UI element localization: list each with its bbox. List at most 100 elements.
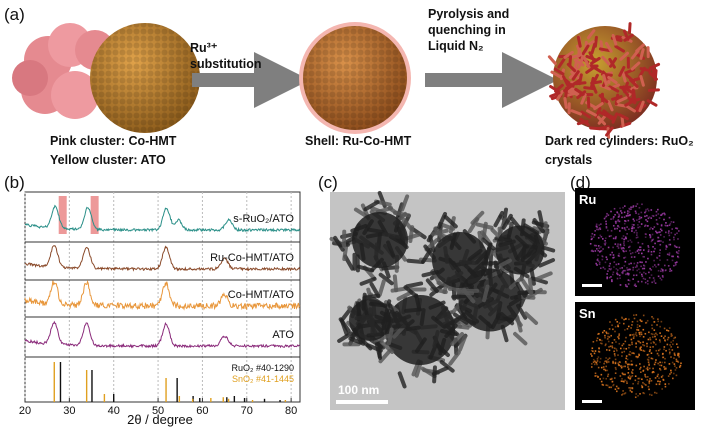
- eds-pixel: [656, 211, 658, 213]
- eds-pixel: [655, 377, 657, 379]
- eds-pixel: [630, 239, 632, 241]
- eds-pixel: [608, 361, 610, 363]
- eds-pixel: [635, 343, 637, 345]
- eds-pixel: [618, 388, 620, 390]
- eds-pixel: [673, 337, 675, 339]
- eds-pixel: [607, 270, 609, 272]
- tem-rod: [407, 283, 421, 286]
- arrow-text: Liquid N₂: [428, 39, 484, 53]
- eds-pixel: [615, 372, 617, 374]
- eds-pixel: [638, 381, 640, 383]
- eds-pixel: [602, 256, 604, 258]
- eds-pixel: [606, 276, 608, 278]
- eds-pixel: [635, 266, 637, 268]
- eds-pixel: [648, 246, 650, 248]
- eds-pixel: [630, 206, 632, 208]
- eds-pixel: [672, 256, 674, 258]
- eds-pixel: [661, 321, 663, 323]
- eds-pixel: [670, 370, 672, 372]
- eds-pixel: [639, 347, 641, 349]
- eds-pixel: [678, 253, 680, 255]
- eds-pixel: [637, 262, 639, 264]
- eds-pixel: [595, 250, 597, 252]
- eds-pixel: [605, 331, 607, 333]
- eds-pixel: [654, 243, 656, 245]
- eds-pixel: [641, 332, 643, 334]
- eds-pixel: [658, 240, 660, 242]
- eds-pixel: [628, 326, 630, 328]
- eds-pixel: [628, 283, 630, 285]
- eds-pixel: [669, 344, 671, 346]
- eds-pixel: [677, 353, 679, 355]
- eds-pixel: [639, 363, 641, 365]
- tem-rod: [530, 279, 532, 293]
- eds-pixel: [665, 269, 667, 271]
- eds-pixel: [624, 380, 626, 382]
- eds-pixel: [640, 367, 642, 369]
- eds-pixel: [665, 232, 667, 234]
- eds-pixel: [636, 314, 638, 316]
- eds-pixel: [666, 329, 668, 331]
- eds-pixel: [603, 267, 605, 269]
- eds-pixel: [593, 341, 595, 343]
- eds-pixel: [651, 380, 653, 382]
- eds-pixel: [678, 230, 680, 232]
- eds-pixel: [659, 244, 661, 246]
- tem-core: [432, 232, 488, 288]
- eds-pixel: [591, 236, 593, 238]
- eds-pixel: [622, 227, 624, 229]
- eds-pixel: [654, 392, 656, 394]
- eds-pixel: [604, 337, 606, 339]
- eds-pixel: [652, 266, 654, 268]
- eds-pixel: [612, 347, 614, 349]
- eds-pixel: [631, 241, 633, 243]
- eds-pixel: [658, 350, 660, 352]
- eds-pixel: [650, 227, 652, 229]
- eds-pixel: [667, 344, 669, 346]
- eds-pixel: [614, 214, 616, 216]
- eds-pixel: [607, 385, 609, 387]
- eds-pixel: [621, 345, 623, 347]
- eds-pixel: [631, 230, 633, 232]
- eds-pixel: [673, 239, 675, 241]
- eds-pixel: [653, 215, 655, 217]
- eds-pixel: [594, 234, 596, 236]
- eds-pixel: [641, 274, 643, 276]
- eds-pixel: [646, 346, 648, 348]
- eds-pixel: [636, 329, 638, 331]
- eds-pixel: [611, 279, 613, 281]
- eds-pixel: [639, 333, 641, 335]
- eds-pixel: [674, 353, 676, 355]
- eds-pixel: [664, 362, 666, 364]
- eds-pixel: [633, 314, 635, 316]
- eds-pixel: [623, 235, 625, 237]
- tem-core: [349, 299, 391, 341]
- eds-pixel: [668, 383, 670, 385]
- eds-pixel: [595, 263, 597, 265]
- eds-pixel: [674, 354, 676, 356]
- eds-pixel: [633, 336, 635, 338]
- eds-pixel: [638, 213, 640, 215]
- eds-pixel: [615, 362, 617, 364]
- tem-core: [352, 212, 408, 268]
- eds-pixel: [602, 238, 604, 240]
- eds-pixel: [601, 340, 603, 342]
- eds-pixel: [622, 390, 624, 392]
- eds-pixel: [669, 352, 671, 354]
- eds-pixel: [613, 350, 615, 352]
- eds-pixel: [647, 320, 649, 322]
- eds-pixel: [632, 224, 634, 226]
- eds-pixel: [670, 341, 672, 343]
- eds-pixel: [643, 366, 645, 368]
- eds-pixel: [607, 359, 609, 361]
- eds-pixel: [667, 225, 669, 227]
- eds-pixel: [632, 278, 634, 280]
- spike: [591, 128, 600, 129]
- eds-pixel: [657, 375, 659, 377]
- eds-pixel: [639, 249, 641, 251]
- eds-pixel: [654, 226, 656, 228]
- eds-pixel: [616, 350, 618, 352]
- eds-pixel: [628, 354, 630, 356]
- eds-pixel: [631, 391, 633, 393]
